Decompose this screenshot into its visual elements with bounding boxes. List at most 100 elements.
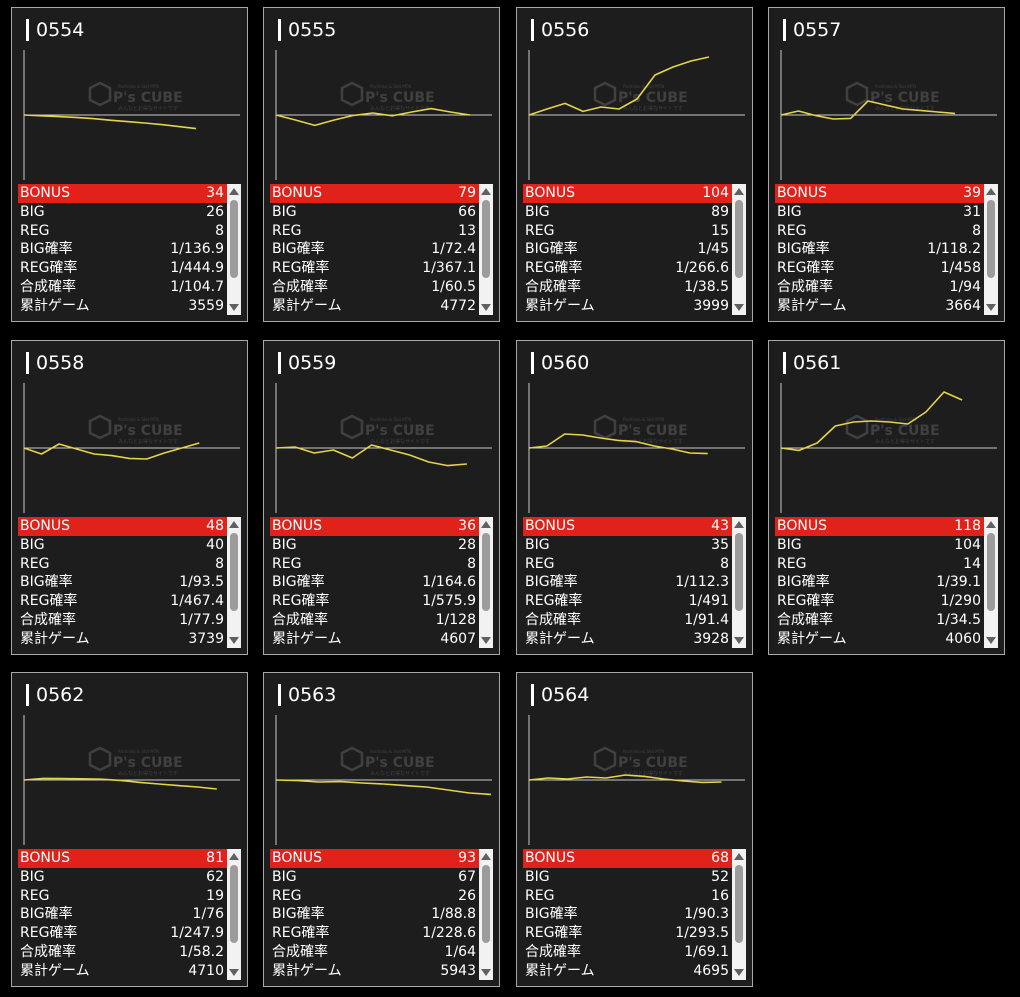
stats-list[interactable]: BONUS 36 BIG 28 REG 8 BIG確率 1/164.6 REG確率 1/575.9… — [270, 517, 480, 649]
machine-card[interactable]: 0562 P's CUBE Pachinko & Slot MTN みんなとお得なサイ… — [11, 672, 248, 987]
machine-card[interactable]: 0558 P's CUBE Pachinko & Slot MTN みんなとお得なサイ… — [11, 340, 248, 655]
stats-list[interactable]: BONUS 34 BIG 26 REG 8 BIG確率 1/136.9 REG確率 1/444.9… — [18, 184, 228, 316]
svg-text:P's CUBE: P's CUBE — [365, 90, 435, 106]
scroll-thumb[interactable] — [230, 200, 238, 278]
bonus-row: BONUS 34 — [18, 184, 228, 203]
games-row: 累計ゲーム 4607 — [270, 630, 480, 649]
stats-scrollbar[interactable] — [227, 849, 241, 980]
reg-prob-row-label: REG確率 — [272, 260, 330, 277]
reg-row-value: 8 — [215, 555, 224, 572]
scroll-up-arrow-icon[interactable] — [986, 521, 996, 528]
scroll-thumb[interactable] — [735, 200, 743, 278]
machine-card[interactable]: 0556 P's CUBE Pachinko & Slot MTN みんなとお得なサイ… — [516, 7, 753, 322]
machine-number: 0562 — [36, 684, 85, 706]
stats-scrollbar[interactable] — [732, 517, 746, 648]
stats-scrollbar[interactable] — [479, 849, 493, 980]
reg-row-label: REG — [777, 222, 807, 239]
machine-card[interactable]: 0555 P's CUBE Pachinko & Slot MTN みんなとお得なサイ… — [263, 7, 500, 322]
scroll-up-arrow-icon[interactable] — [229, 521, 239, 528]
games-row-value: 5943 — [440, 962, 476, 979]
big-prob-row-label: BIG確率 — [272, 241, 325, 258]
svg-text:Pachinko & Slot MTN: Pachinko & Slot MTN — [875, 417, 916, 422]
big-row: BIG 67 — [270, 868, 480, 887]
scroll-down-arrow-icon[interactable] — [986, 304, 996, 311]
scroll-down-arrow-icon[interactable] — [986, 637, 996, 644]
reg-prob-row-label: REG確率 — [777, 260, 835, 277]
scroll-thumb[interactable] — [482, 533, 490, 611]
scroll-thumb[interactable] — [230, 533, 238, 611]
scroll-down-arrow-icon[interactable] — [229, 637, 239, 644]
reg-row: REG 8 — [775, 222, 985, 241]
stats-list[interactable]: BONUS 39 BIG 31 REG 8 BIG確率 1/118.2 REG確率 1/458 合成… — [775, 184, 985, 316]
games-row-value: 3928 — [693, 630, 729, 647]
scroll-thumb[interactable] — [482, 865, 490, 943]
scroll-up-arrow-icon[interactable] — [229, 853, 239, 860]
machine-card[interactable]: 0564 P's CUBE Pachinko & Slot MTN みんなとお得なサイ… — [516, 672, 753, 987]
scroll-up-arrow-icon[interactable] — [481, 188, 491, 195]
stats-scrollbar[interactable] — [227, 184, 241, 315]
reg-row-value: 13 — [458, 222, 476, 239]
svg-text:みんなとお得なサイトです: みんなとお得なサイトです — [623, 105, 683, 112]
machine-card[interactable]: 0557 P's CUBE Pachinko & Slot MTN みんなとお得なサイ… — [768, 7, 1005, 322]
machine-card[interactable]: 0554 P's CUBE Pachinko & Slot MTN みんなとお得なサイ… — [11, 7, 248, 322]
stats-scrollbar[interactable] — [227, 517, 241, 648]
svg-text:P's CUBE: P's CUBE — [365, 755, 435, 771]
stats-list[interactable]: BONUS 104 BIG 89 REG 15 BIG確率 1/45 REG確率 1/266.6 合… — [523, 184, 733, 316]
stats-scrollbar[interactable] — [984, 184, 998, 315]
big-prob-row-value: 1/93.5 — [179, 574, 224, 591]
total-prob-row-value: 1/69.1 — [684, 943, 729, 960]
stats-list[interactable]: BONUS 93 BIG 67 REG 26 BIG確率 1/88.8 REG確率 1/228.6… — [270, 849, 480, 981]
reg-row-label: REG — [272, 222, 302, 239]
bonus-row-value: 104 — [702, 185, 729, 201]
machine-number: 0554 — [36, 19, 85, 41]
stats-list[interactable]: BONUS 68 BIG 52 REG 16 BIG確率 1/90.3 REG確率 1/293.5… — [523, 849, 733, 981]
total-prob-row-label: 合成確率 — [777, 611, 833, 628]
scroll-down-arrow-icon[interactable] — [481, 637, 491, 644]
stats-list[interactable]: BONUS 118 BIG 104 REG 14 BIG確率 1/39.1 REG確率 1/290… — [775, 517, 985, 649]
machine-card[interactable]: 0560 P's CUBE Pachinko & Slot MTN みんなとお得なサイ… — [516, 340, 753, 655]
stats-list[interactable]: BONUS 43 BIG 35 REG 8 BIG確率 1/112.3 REG確率 1/491 合成… — [523, 517, 733, 649]
scroll-thumb[interactable] — [482, 200, 490, 278]
scroll-down-arrow-icon[interactable] — [481, 969, 491, 976]
scroll-thumb[interactable] — [735, 533, 743, 611]
total-prob-row-label: 合成確率 — [20, 611, 76, 628]
reg-row-value: 8 — [720, 555, 729, 572]
bonus-row-label: BONUS — [20, 185, 70, 201]
stats-scrollbar[interactable] — [479, 517, 493, 648]
scroll-thumb[interactable] — [987, 200, 995, 278]
scroll-down-arrow-icon[interactable] — [481, 304, 491, 311]
stats-list[interactable]: BONUS 81 BIG 62 REG 19 BIG確率 1/76 REG確率 1/247.9 合成… — [18, 849, 228, 981]
bonus-row-value: 68 — [711, 850, 729, 866]
stats-list[interactable]: BONUS 48 BIG 40 REG 8 BIG確率 1/93.5 REG確率 1/467.4 合… — [18, 517, 228, 649]
machine-card[interactable]: 0563 P's CUBE Pachinko & Slot MTN みんなとお得なサイ… — [263, 672, 500, 987]
scroll-down-arrow-icon[interactable] — [229, 304, 239, 311]
machine-card[interactable]: 0561 P's CUBE Pachinko & Slot MTN みんなとお得なサイ… — [768, 340, 1005, 655]
stats-scrollbar[interactable] — [984, 517, 998, 648]
scroll-up-arrow-icon[interactable] — [986, 188, 996, 195]
scroll-thumb[interactable] — [230, 865, 238, 943]
scroll-thumb[interactable] — [735, 865, 743, 943]
stats-scrollbar[interactable] — [732, 849, 746, 980]
stats-list[interactable]: BONUS 79 BIG 66 REG 13 BIG確率 1/72.4 REG確率 1/367.1… — [270, 184, 480, 316]
scroll-up-arrow-icon[interactable] — [481, 521, 491, 528]
machine-card[interactable]: 0559 P's CUBE Pachinko & Slot MTN みんなとお得なサイ… — [263, 340, 500, 655]
scroll-thumb[interactable] — [987, 533, 995, 611]
scroll-up-arrow-icon[interactable] — [734, 521, 744, 528]
scroll-down-arrow-icon[interactable] — [229, 969, 239, 976]
scroll-down-arrow-icon[interactable] — [734, 969, 744, 976]
bonus-row-label: BONUS — [777, 185, 827, 201]
svg-text:P's CUBE: P's CUBE — [870, 90, 940, 106]
scroll-up-arrow-icon[interactable] — [481, 853, 491, 860]
scroll-down-arrow-icon[interactable] — [734, 637, 744, 644]
scroll-up-arrow-icon[interactable] — [734, 188, 744, 195]
scroll-up-arrow-icon[interactable] — [734, 853, 744, 860]
stats-scrollbar[interactable] — [732, 184, 746, 315]
total-prob-row-value: 1/58.2 — [179, 943, 224, 960]
stats-scrollbar[interactable] — [479, 184, 493, 315]
scroll-up-arrow-icon[interactable] — [229, 188, 239, 195]
reg-row-value: 19 — [206, 887, 224, 904]
games-row: 累計ゲーム 4772 — [270, 297, 480, 316]
scroll-down-arrow-icon[interactable] — [734, 304, 744, 311]
